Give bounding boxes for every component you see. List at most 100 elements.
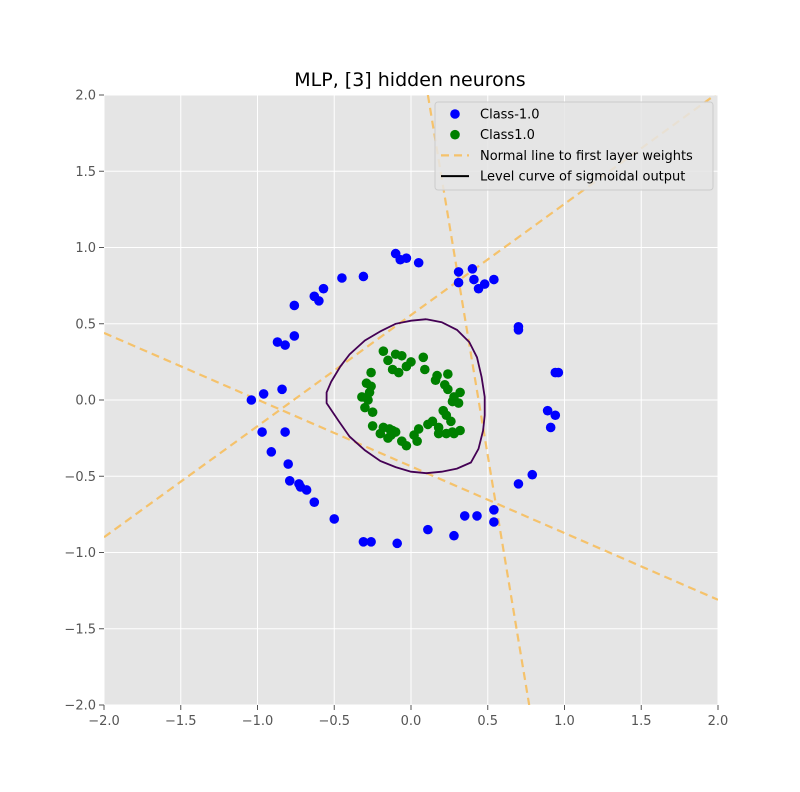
legend-box (434, 101, 714, 191)
normal-line (104, 331, 718, 601)
class-pos-point (360, 402, 370, 413)
class-pos-point (366, 367, 376, 378)
y-tick-label: 0.5 (75, 317, 96, 332)
y-tick-label: −1.5 (64, 622, 96, 637)
class-pos-point (427, 416, 438, 427)
level-curve (325, 318, 486, 475)
class-pos-point (455, 387, 465, 398)
class-pos-point (412, 436, 422, 446)
class-neg-point (467, 264, 478, 274)
plot-area: −2.0 −1.5 −1.0 −0.5 0.0 0.5 1.0 1.5 2.0 −2.0 −1.5 −… (64, 89, 728, 730)
class-neg-point (280, 427, 290, 437)
class-pos-point (441, 428, 452, 439)
legend-label: Class1.0 (480, 128, 535, 143)
class-neg-point (309, 497, 320, 507)
class-pos-point (393, 367, 404, 378)
class-neg-point (358, 271, 369, 282)
class-neg-point (358, 537, 369, 547)
y-tick-label: −1.0 (64, 546, 96, 561)
class-pos-point (443, 384, 453, 395)
class-neg-point (449, 530, 459, 541)
class-neg-point (337, 273, 347, 283)
class-neg-point (277, 384, 287, 395)
class-pos-point (367, 407, 378, 418)
class-pos-point (383, 433, 393, 443)
class-neg-point (545, 422, 556, 433)
legend: Class-1.0 Class1.0 Normal line to first la… (434, 101, 714, 191)
class-neg-point (301, 485, 312, 495)
class-neg-point (513, 479, 524, 489)
class-neg-point (479, 279, 490, 289)
x-tick-label: −2.0 (88, 714, 120, 729)
class-neg-point (401, 253, 412, 263)
class-neg-point (318, 283, 329, 294)
class-pos-point (453, 398, 464, 408)
class-neg-point (283, 459, 294, 469)
legend-label: Level curve of sigmoidal output (480, 170, 685, 185)
x-tick-label: 0.0 (401, 714, 422, 729)
y-tick-label: 1.0 (75, 241, 96, 256)
class-pos-point (446, 416, 456, 427)
legend-label: Normal line to first layer weights (480, 149, 693, 164)
class-neg-point (392, 538, 402, 549)
class-neg-point (280, 340, 290, 350)
legend-label: Class-1.0 (480, 108, 540, 123)
class-pos-point (443, 369, 453, 379)
class-neg-point (284, 476, 295, 486)
class-neg-point (413, 257, 424, 268)
class-neg-point (489, 274, 499, 285)
class-neg-point (527, 469, 538, 480)
class-neg-point (258, 389, 269, 399)
class-neg-point (423, 524, 433, 535)
class-neg-point (459, 511, 470, 521)
class-neg-point (272, 337, 283, 347)
class-neg-point (542, 405, 553, 416)
legend-marker-class-pos (450, 129, 460, 140)
class-pos-point (364, 387, 375, 398)
class-neg-point (513, 325, 524, 335)
x-tick-label: −1.0 (242, 714, 274, 729)
y-tick-label: −0.5 (64, 470, 96, 485)
x-tick-label: 1.5 (631, 714, 652, 729)
legend-marker-class-neg (450, 109, 460, 119)
class-neg-point (469, 274, 479, 285)
class-pos-point (387, 425, 398, 436)
class-pos-point (396, 350, 407, 361)
x-tick-label: 0.5 (477, 714, 498, 729)
x-tick-label: 2.0 (708, 714, 729, 729)
class-pos-point (375, 428, 386, 439)
class-neg-point (314, 296, 324, 306)
class-neg-point (453, 267, 464, 277)
class-neg-point (472, 511, 482, 521)
x-tick-label: 1.0 (554, 714, 575, 729)
class-pos-point (418, 352, 429, 363)
class-pos-point (430, 375, 441, 385)
x-tick-label: −0.5 (318, 714, 350, 729)
class-pos-point (383, 355, 393, 366)
class-pos-point (363, 395, 373, 405)
x-tick-label: −1.5 (165, 714, 197, 729)
chart-title: MLP, [3] hidden neurons (294, 69, 525, 91)
class-pos-point (367, 421, 378, 431)
class-neg-point (329, 514, 340, 524)
class-neg-point (289, 300, 300, 311)
y-tick-label: 0.0 (75, 394, 96, 409)
class-pos-point (420, 364, 430, 375)
class-neg-point (553, 367, 564, 378)
y-tick-label: 1.5 (75, 165, 96, 180)
class-neg-point (289, 331, 300, 341)
class-neg-point (489, 517, 499, 527)
class-pos-point (406, 357, 416, 367)
class-pos-point (449, 428, 459, 439)
class-pos-point (433, 428, 444, 439)
y-tick-label: 2.0 (75, 89, 96, 104)
class-neg-point (453, 277, 464, 288)
class-neg-point (550, 410, 561, 421)
class-neg-point (257, 427, 267, 437)
class-neg-point (489, 505, 499, 515)
class-neg-point (366, 537, 376, 547)
class-neg-point (246, 395, 257, 405)
class-pos-point (378, 346, 389, 357)
class-pos-point (401, 440, 412, 451)
